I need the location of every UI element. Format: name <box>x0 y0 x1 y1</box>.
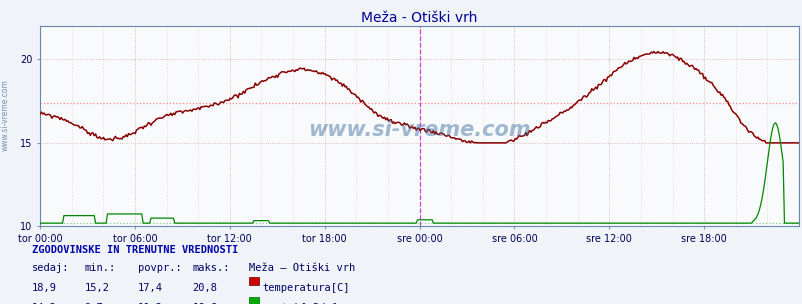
Text: Meža – Otiški vrh: Meža – Otiški vrh <box>249 263 354 273</box>
Text: www.si-vreme.com: www.si-vreme.com <box>308 120 530 140</box>
Text: 14,2: 14,2 <box>32 303 57 304</box>
Text: 16,6: 16,6 <box>192 303 217 304</box>
Text: ZGODOVINSKE IN TRENUTNE VREDNOSTI: ZGODOVINSKE IN TRENUTNE VREDNOSTI <box>32 245 238 255</box>
Text: www.si-vreme.com: www.si-vreme.com <box>1 80 10 151</box>
Text: pretok[m3/s]: pretok[m3/s] <box>262 303 337 304</box>
Text: 15,2: 15,2 <box>84 283 109 293</box>
Text: 9,7: 9,7 <box>84 303 103 304</box>
Title: Meža - Otiški vrh: Meža - Otiški vrh <box>361 11 477 25</box>
Text: maks.:: maks.: <box>192 263 230 273</box>
Text: 20,8: 20,8 <box>192 283 217 293</box>
Text: 17,4: 17,4 <box>138 283 163 293</box>
Text: sedaj:: sedaj: <box>32 263 70 273</box>
Text: min.:: min.: <box>84 263 115 273</box>
Text: 18,9: 18,9 <box>32 283 57 293</box>
Text: temperatura[C]: temperatura[C] <box>262 283 350 293</box>
Text: povpr.:: povpr.: <box>138 263 181 273</box>
Text: 10,2: 10,2 <box>138 303 163 304</box>
